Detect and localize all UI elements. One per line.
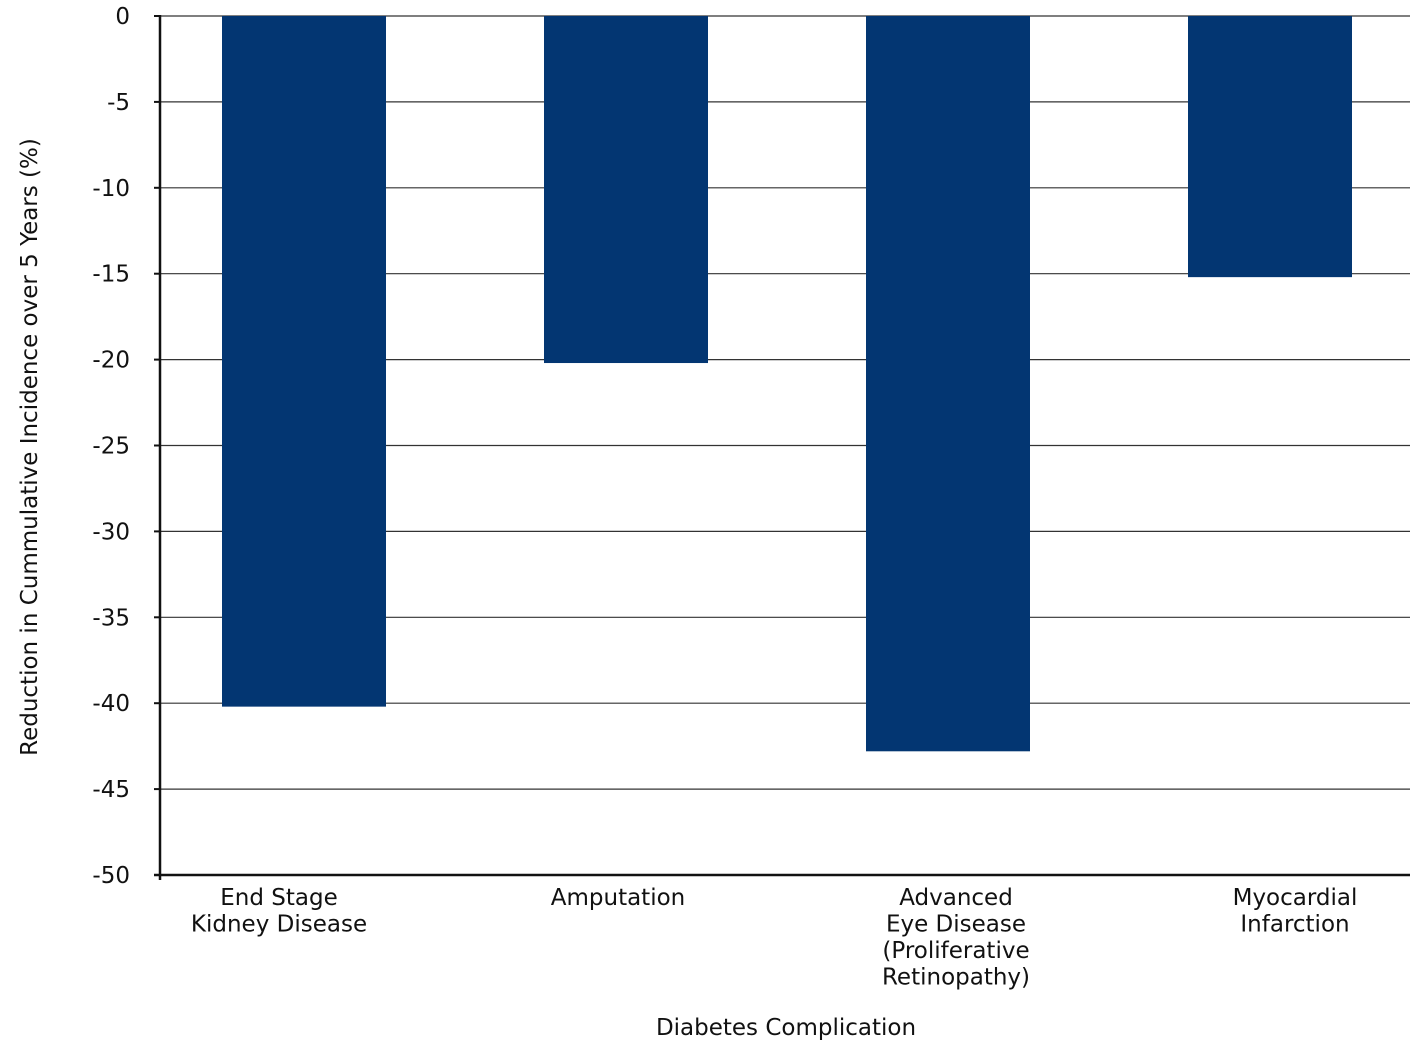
bar — [544, 16, 708, 364]
x-category-label-line: (Proliferative — [882, 938, 1029, 964]
x-axis-category-labels: End Stage Kidney Disease Amputation Advance… — [191, 885, 1357, 991]
bar — [222, 16, 386, 707]
x-category-label-line: Myocardial — [1233, 885, 1358, 911]
y-tick-label: 0 — [115, 4, 130, 30]
x-category-label: Amputation — [551, 885, 686, 911]
x-category-label: Myocardial Infarction — [1233, 885, 1358, 938]
y-tick-label: -25 — [92, 434, 130, 460]
x-category-label-line: End Stage — [220, 885, 337, 911]
axes — [154, 15, 1410, 880]
y-tick-label: -35 — [92, 605, 130, 631]
x-category-label-line: Eye Disease — [886, 912, 1026, 938]
x-category-label: End Stage Kidney Disease — [191, 885, 367, 938]
bar — [866, 16, 1030, 752]
y-tick-label: -5 — [107, 90, 130, 116]
x-category-label-line: Infarction — [1240, 912, 1349, 938]
x-category-label-line: Retinopathy) — [882, 965, 1030, 991]
x-category-label-line: Advanced — [899, 885, 1013, 911]
x-category-label: Advanced Eye Disease (Proliferative Retinop… — [882, 885, 1030, 991]
bars — [222, 16, 1352, 752]
y-tick-label: -50 — [92, 863, 130, 889]
y-axis-ticks: 0 -5 -10 -15 -20 -25 -30 -35 -40 -45 -50 — [92, 4, 160, 889]
y-tick-label: -15 — [92, 262, 130, 288]
y-tick-label: -30 — [92, 519, 130, 545]
x-category-label-line: Kidney Disease — [191, 912, 367, 938]
y-tick-label: -40 — [92, 691, 130, 717]
x-category-label-line: Amputation — [551, 885, 686, 911]
bar — [1188, 16, 1352, 278]
x-axis-title: Diabetes Complication — [656, 1015, 916, 1041]
y-axis-title: Reduction in Cummulative Incidence over … — [17, 138, 43, 756]
y-tick-label: -10 — [92, 176, 130, 202]
y-tick-label: -45 — [92, 777, 130, 803]
y-tick-label: -20 — [92, 348, 130, 374]
